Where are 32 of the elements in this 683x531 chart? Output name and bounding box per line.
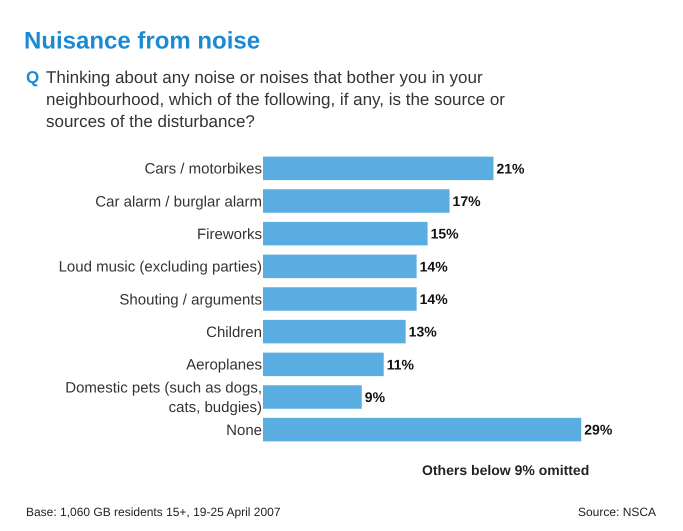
chart-title: Nuisance from noise — [24, 27, 260, 54]
bar — [263, 320, 406, 344]
data-label: 15% — [430, 226, 460, 242]
source-note: Source: NSCA — [578, 505, 656, 519]
y-tick-label: Cars / motorbikes — [144, 160, 262, 178]
chart-subtitle: Q Thinking about any noise or noises that bother you in your neighbourhood, which of the following, if any, is the source or sources of the disturbance? — [26, 68, 506, 132]
y-tick-label: Car alarm / burglar alarm — [95, 193, 262, 210]
data-label: 13% — [408, 324, 438, 340]
bar — [263, 222, 428, 246]
data-label: 9% — [364, 389, 386, 405]
data-label: 21% — [496, 160, 526, 176]
y-tick-label: None — [226, 422, 262, 439]
y-tick-label: Shouting / arguments — [119, 291, 262, 308]
y-tick-label: Aeroplanes — [186, 356, 262, 374]
data-label: 17% — [452, 193, 482, 209]
bar — [263, 156, 494, 180]
data-label: 14% — [420, 291, 448, 307]
data-label: 11% — [386, 356, 415, 372]
bar — [263, 418, 582, 442]
bar — [263, 287, 417, 311]
text: Others below 9% omitted — [422, 462, 590, 478]
y-tick-label: Children — [206, 324, 262, 341]
bar — [263, 189, 450, 213]
bar — [263, 254, 417, 278]
text: Base: 1,060 GB residents 15+, 19-25 April 2007 — [26, 505, 281, 519]
data-label: 29% — [584, 422, 613, 438]
bar — [263, 352, 384, 376]
bar — [263, 385, 362, 409]
data-label: 14% — [420, 258, 448, 274]
y-tick-label: Loud music (excluding parties) — [58, 258, 262, 276]
y-tick-label: Fireworks — [196, 226, 262, 243]
y-tick-label: Domestic pets (such as dogs, cats, budgies) — [65, 380, 262, 416]
